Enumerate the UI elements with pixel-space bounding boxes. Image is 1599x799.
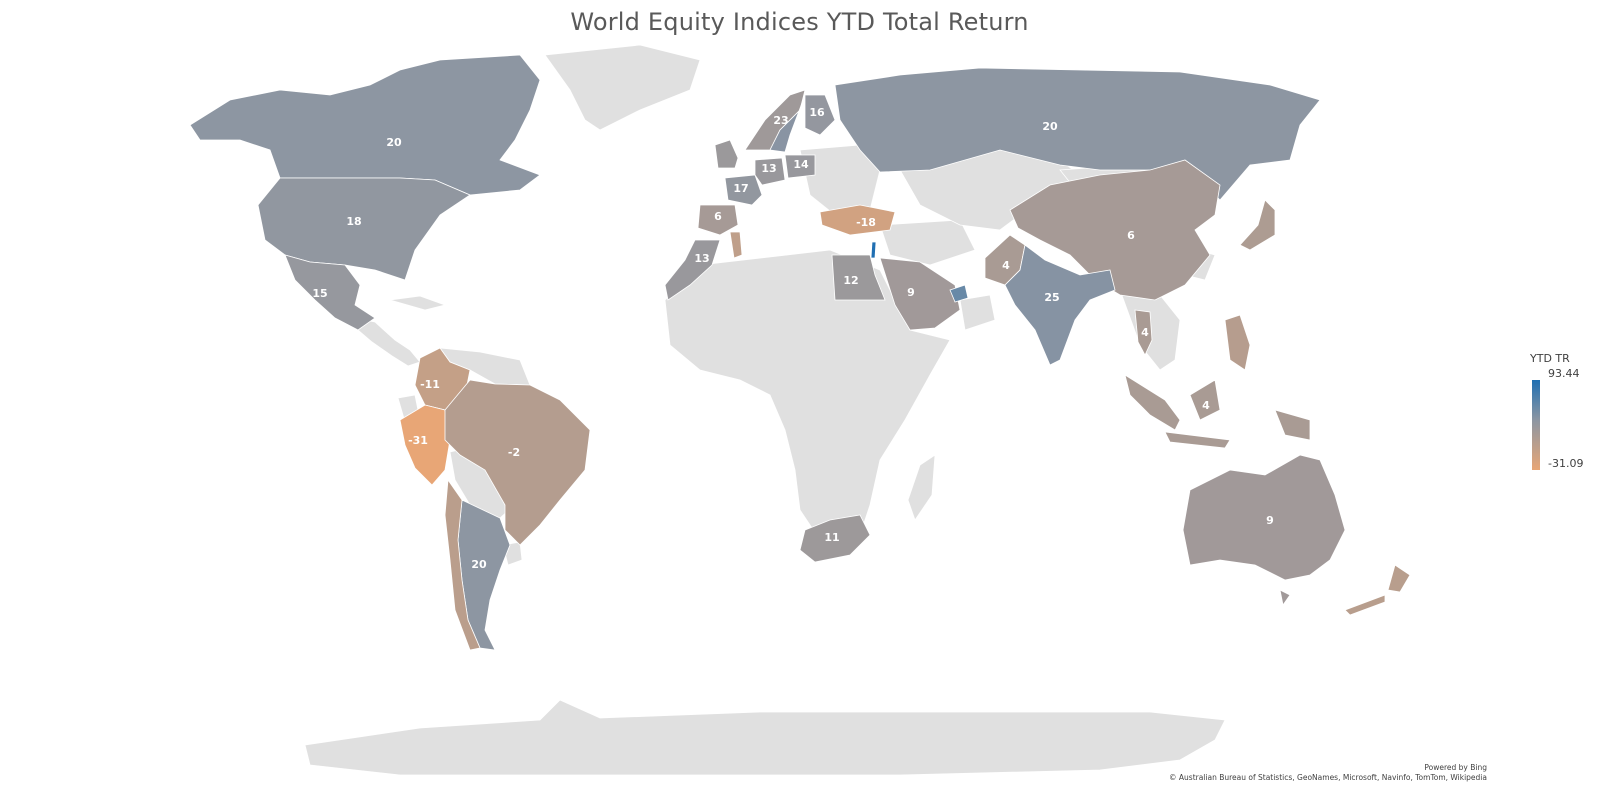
region-finland[interactable] [804, 94, 836, 136]
label-peru: -31 [408, 434, 428, 447]
region-canada[interactable] [189, 54, 541, 196]
color-legend: YTD TR 93.44 -31.09 [1530, 352, 1598, 470]
region-brazil[interactable] [444, 379, 591, 546]
region-tunisia[interactable] [729, 231, 743, 259]
region-china[interactable] [1009, 159, 1221, 301]
label-finland: 16 [809, 106, 825, 119]
region-usa[interactable] [257, 177, 471, 281]
label-canada: 20 [386, 136, 402, 149]
region-israel[interactable] [870, 241, 877, 259]
label-argentina: 20 [471, 558, 487, 571]
region-philippines[interactable] [1224, 314, 1251, 371]
label-south-africa: 11 [824, 531, 839, 544]
label-spain: 6 [714, 210, 722, 223]
region-egypt[interactable] [831, 254, 886, 301]
label-saudi: 9 [907, 286, 915, 299]
legend-min-label: -31.09 [1548, 457, 1584, 470]
no-data-land [304, 44, 1226, 776]
region-germany[interactable] [754, 157, 786, 186]
region-poland[interactable] [784, 154, 816, 179]
label-indonesia: 4 [1202, 399, 1210, 412]
region-mexico[interactable] [284, 254, 376, 331]
region-uk[interactable] [714, 139, 739, 169]
region-south-africa[interactable] [799, 514, 871, 563]
label-egypt: 12 [843, 274, 858, 287]
central-america-shape [354, 317, 421, 367]
region-peru[interactable] [399, 404, 451, 486]
label-usa: 18 [346, 215, 361, 228]
region-uae[interactable] [949, 284, 969, 303]
label-france: 17 [733, 182, 748, 195]
middle-east-shape [879, 219, 996, 331]
label-thailand: 4 [1141, 326, 1149, 339]
powered-by-text: Powered by Bing [1424, 763, 1487, 772]
madagascar-shape [907, 454, 936, 521]
region-saudi[interactable] [879, 257, 961, 331]
label-turkey: -18 [856, 216, 876, 229]
label-morocco: 13 [694, 252, 709, 265]
legend-title: YTD TR [1530, 352, 1570, 365]
greenland-shape [544, 44, 701, 131]
region-australia[interactable] [1182, 454, 1346, 606]
label-brazil: -2 [508, 446, 520, 459]
region-new-zealand[interactable] [1344, 564, 1411, 616]
label-colombia: -11 [420, 378, 440, 391]
label-russia: 20 [1042, 120, 1058, 133]
region-morocco[interactable] [664, 239, 721, 301]
label-sweden: 23 [773, 114, 788, 127]
label-china: 6 [1127, 229, 1135, 242]
label-india: 25 [1044, 291, 1059, 304]
caribbean-shape [389, 295, 447, 311]
region-spain[interactable] [697, 204, 739, 236]
legend-gradient-bar [1532, 380, 1540, 470]
label-germany: 13 [761, 162, 776, 175]
legend-max-label: 93.44 [1548, 367, 1580, 380]
label-pakistan: 4 [1002, 259, 1010, 272]
country-shapes [189, 54, 1411, 651]
region-thailand[interactable] [1134, 309, 1153, 356]
region-japan[interactable] [1239, 199, 1276, 251]
label-australia: 9 [1266, 514, 1274, 527]
antarctica-shape [304, 699, 1226, 776]
label-poland: 14 [793, 158, 809, 171]
region-russia[interactable] [834, 67, 1321, 201]
region-indonesia[interactable] [1124, 374, 1311, 449]
map-attribution: Powered by Bing © Australian Bureau of S… [1169, 763, 1487, 783]
map-title: World Equity Indices YTD Total Return [570, 8, 1029, 36]
sources-text: © Australian Bureau of Statistics, GeoNa… [1169, 773, 1487, 782]
region-india[interactable] [1004, 244, 1116, 366]
label-mexico: 15 [312, 287, 327, 300]
value-labels: 20 18 15 -11 -31 -2 20 23 16 13 14 17 6 … [312, 106, 1273, 571]
region-france[interactable] [724, 174, 763, 206]
region-chile[interactable] [444, 478, 481, 651]
region-turkey[interactable] [819, 204, 896, 236]
